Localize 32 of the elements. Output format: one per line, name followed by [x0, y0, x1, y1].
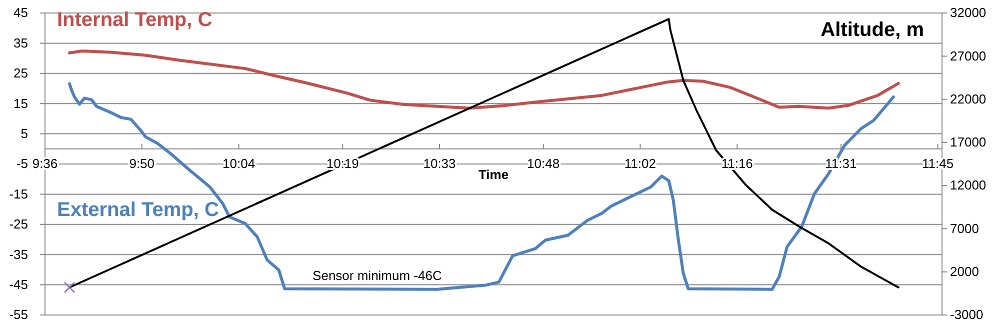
- x-tick-label: 9:36: [32, 156, 58, 171]
- y-tick-label: 35: [14, 35, 28, 50]
- y-tick-label: 15: [14, 96, 28, 111]
- y-tick-label: -45: [9, 276, 28, 292]
- y2-tick-label: 12000: [950, 178, 986, 193]
- x-tick-label: 10:48: [527, 156, 560, 171]
- y-tick-label: 25: [14, 66, 28, 81]
- annotation: Sensor minimum -46C: [312, 268, 442, 283]
- x-tick-label: 11:02: [624, 156, 656, 171]
- x-tick-label: 10:33: [423, 156, 456, 171]
- series-label: External Temp, C: [57, 199, 219, 221]
- text: Altitude, m: [820, 19, 924, 41]
- y-tick-label: 45: [14, 5, 28, 20]
- y2-tick-label: 7000: [950, 220, 979, 236]
- y2-tick-label: 22000: [950, 91, 986, 106]
- line-series: [68, 50, 900, 110]
- x-tick-label: 11:45: [922, 156, 954, 171]
- y2-tick-label: 17000: [950, 134, 986, 150]
- y-tick-label: -35: [9, 246, 28, 262]
- x-tick-label: 9:50: [129, 156, 155, 171]
- y2-tick-label: 27000: [950, 48, 986, 64]
- y2-tick-label: 32000: [950, 5, 986, 20]
- series-label: Internal Temp, C: [57, 9, 212, 31]
- y-tick-label: -25: [9, 216, 28, 232]
- x-axis-title: Time: [478, 166, 509, 182]
- y2-tick-label: -3000: [950, 307, 984, 322]
- y2-tick-label: 2000: [950, 264, 979, 280]
- y-tick-label: -55: [9, 307, 28, 322]
- y-tick-label: -5: [16, 156, 28, 172]
- y-tick-label: -15: [9, 186, 28, 202]
- y-tick-label: 5: [20, 126, 28, 141]
- x-tick-label: 10:04: [222, 156, 256, 171]
